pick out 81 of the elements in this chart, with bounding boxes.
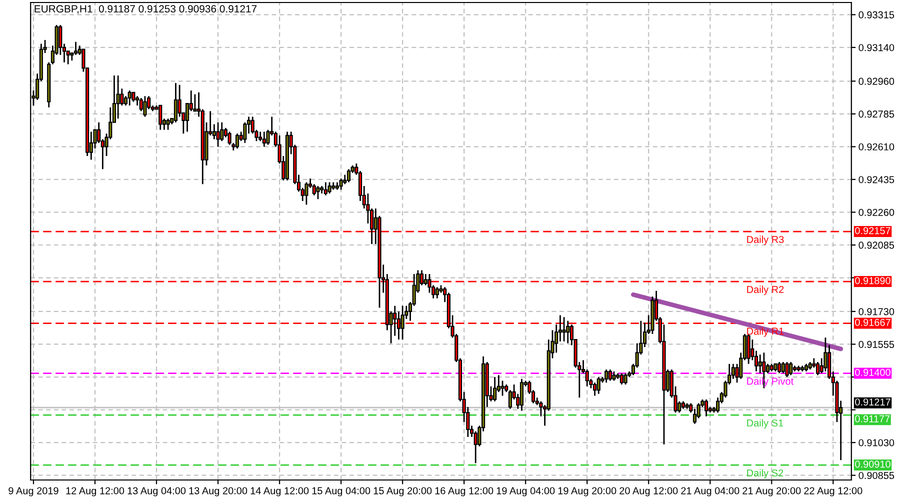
text: 0.91217 [855, 398, 890, 406]
text: 0.92157 [855, 227, 890, 234]
candlestick [500, 380, 504, 396]
candlestick [316, 185, 320, 200]
candlestick [604, 368, 608, 384]
candlestick [262, 131, 266, 148]
candlestick [132, 92, 136, 102]
candlestick [328, 182, 332, 194]
ref-line-label: Daily S2 [747, 469, 784, 479]
x-tick-label: 9 Aug 2019 [8, 487, 58, 496]
candlestick [785, 361, 789, 378]
candlestick [193, 94, 197, 112]
x-tick-label: 12 Aug 12:00 [66, 487, 124, 496]
candlestick [612, 370, 616, 382]
x-tick-label: 16 Aug 12:00 [435, 487, 494, 496]
y-tick-label: 0.92085 [858, 242, 894, 249]
x-tick-label: 20 Aug 12:00 [620, 487, 678, 496]
candlestick [778, 361, 782, 374]
candlestick [116, 74, 120, 120]
candlestick [166, 118, 170, 131]
candlestick [74, 41, 78, 56]
candlestick [178, 84, 182, 118]
candlestick [400, 305, 404, 340]
candlestick [493, 376, 497, 402]
candlestick [592, 382, 597, 396]
x-tick-label: 21 Aug 20:00 [742, 487, 801, 496]
candlestick [520, 378, 524, 412]
candlestick [620, 372, 624, 386]
candlestick [766, 363, 770, 374]
x-tick-label: 13 Aug 20:00 [189, 487, 248, 496]
candlestick [158, 104, 162, 131]
candlestick [624, 372, 628, 386]
y-tick-label: 0.92435 [858, 176, 894, 184]
x-tick-label: 15 Aug 20:00 [374, 487, 432, 496]
x-tick-label: 19 Aug 20:00 [558, 487, 616, 496]
text: 0.91890 [855, 277, 890, 284]
candlestick [789, 361, 793, 376]
candlestick [235, 132, 240, 150]
x-tick-label: 22 Aug 12:00 [804, 487, 862, 496]
y-tick-label: 0.92610 [858, 143, 894, 150]
y-tick-label: 0.92785 [858, 110, 894, 118]
candlestick [120, 88, 124, 106]
candlestick [781, 361, 785, 374]
y-tick-label: 0.92260 [858, 208, 894, 216]
text: 0.91400 [855, 368, 890, 376]
candlestick [346, 168, 351, 183]
x-tick-label: 14 Aug 12:00 [250, 487, 309, 496]
x-tick-label: 15 Aug 04:00 [312, 487, 370, 496]
y-tick-label: 0.91030 [858, 439, 894, 446]
text: 0.90910 [855, 460, 890, 468]
ref-line-label: Daily R2 [747, 286, 784, 295]
x-tick-label: 21 Aug 04:00 [681, 487, 740, 496]
y-tick-label: 0.93315 [858, 11, 894, 18]
candlestick [566, 320, 570, 344]
chart-title: EURGBP,H1 0.91187 0.91253 0.90936 0.91217 [34, 5, 257, 14]
candlestick [339, 178, 343, 190]
y-tick-label: 0.93140 [858, 44, 894, 52]
candlestick [143, 95, 147, 118]
y-tick-label: 0.91730 [858, 308, 894, 316]
y-tick-label: 0.91555 [858, 340, 894, 348]
x-tick-label: 13 Aug 04:00 [128, 487, 186, 496]
candlestick [562, 316, 566, 342]
candlestick [128, 90, 132, 106]
candlestick [435, 286, 439, 300]
candlestick [174, 82, 178, 124]
candlestick [758, 354, 762, 374]
candlestick [424, 273, 428, 286]
y-tick-label: 0.92960 [858, 78, 894, 85]
candlestick [304, 182, 308, 206]
ref-line-label: Daily R3 [747, 236, 784, 245]
candlestick [596, 376, 600, 395]
candlestick [216, 122, 220, 148]
x-tick-label: 19 Aug 04:00 [496, 487, 555, 496]
y-tick-label: 0.90855 [858, 472, 894, 480]
text: 0.91177 [855, 415, 890, 422]
ref-line-label: Daily S1 [747, 419, 784, 429]
candlestick [608, 368, 612, 382]
candlestick [324, 182, 328, 196]
candlestick [704, 398, 708, 418]
text: 0.91667 [855, 318, 890, 326]
candlestick [816, 361, 820, 376]
